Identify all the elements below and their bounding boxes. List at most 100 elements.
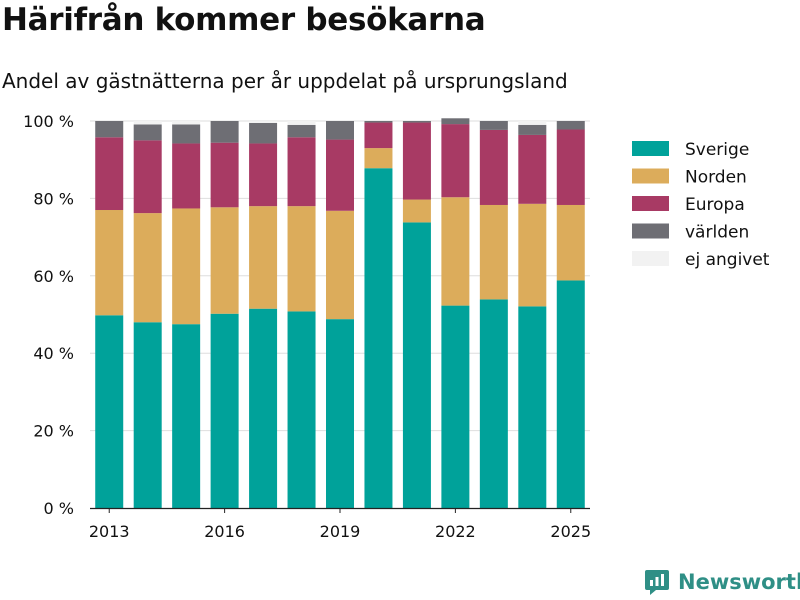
x-tick-label: 2022 [435, 522, 476, 541]
bar-segment-världen [441, 118, 470, 125]
bar-stack-2015 [172, 121, 201, 508]
legend-swatch [632, 196, 669, 211]
bar-segment-Europa [210, 142, 239, 208]
legend-swatch [632, 141, 669, 156]
bar-stack-2013 [95, 121, 124, 508]
bars [95, 118, 585, 509]
bar-segment-Sverige [479, 299, 508, 508]
bar-stack-2024 [518, 121, 547, 508]
bar-segment-Sverige [326, 319, 354, 508]
bar-segment-Sverige [364, 168, 393, 509]
bar-segment-Norden [210, 207, 239, 314]
bar-segment-ej-angivet [287, 121, 316, 125]
bar-segment-världen [172, 124, 201, 144]
bar-segment-Sverige [210, 313, 239, 508]
bar-segment-Europa [249, 143, 278, 207]
legend-label: Europa [685, 195, 745, 215]
bar-segment-Sverige [133, 322, 162, 508]
bar-segment-Norden [133, 213, 162, 323]
bar-segment-Norden [95, 210, 124, 316]
bar-segment-Sverige [287, 311, 316, 508]
bar-segment-Europa [287, 137, 316, 207]
bar-segment-världen [479, 121, 508, 130]
bar-segment-Sverige [249, 308, 278, 508]
bar-stack-2025 [556, 121, 585, 508]
y-tick-label: 80 % [33, 189, 74, 208]
legend-label: ej angivet [685, 250, 770, 270]
bar-segment-världen [364, 121, 393, 123]
legend-swatch [632, 223, 669, 239]
x-tick-labels: 2013 2016 2019 2022 2025 [89, 508, 591, 541]
bar-segment-Sverige [402, 222, 431, 509]
chart-title: Härifrån kommer besökarna [2, 2, 486, 38]
bar-segment-Europa [441, 124, 470, 198]
bar-segment-Norden [479, 204, 508, 300]
bar-segment-Norden [364, 148, 393, 169]
bar-segment-Norden [441, 197, 470, 306]
bar-segment-Norden [287, 206, 316, 312]
legend-label: Norden [685, 168, 747, 188]
bar-segment-Sverige [518, 306, 547, 508]
bar-segment-världen [402, 121, 431, 123]
y-tick-label: 60 % [33, 267, 74, 286]
bar-stack-2018 [287, 121, 316, 508]
bar-stack-2020 [364, 121, 393, 509]
bar-segment-Sverige [95, 315, 124, 508]
bar-segment-Europa [95, 137, 124, 211]
x-tick-label: 2025 [550, 522, 591, 541]
brand-name: Newsworthy [678, 570, 800, 594]
legend-swatch [632, 168, 669, 184]
bar-stack-2021 [402, 121, 431, 509]
bar-segment-världen [326, 121, 354, 140]
y-tick-labels: 0 % 20 % 40 % 60 % 80 % 100 % [23, 112, 74, 518]
bar-segment-Norden [518, 203, 547, 307]
brand-logo: Newsworthy [644, 568, 800, 596]
bar-segment-ej-angivet [518, 121, 547, 125]
bar-stack-2022 [441, 118, 470, 508]
x-tick-label: 2013 [89, 522, 130, 541]
bar-segment-världen [287, 124, 316, 138]
bar-segment-Norden [556, 204, 585, 281]
bar-stack-2023 [479, 121, 508, 508]
bar-segment-Europa [556, 129, 585, 205]
legend-label: Sverige [685, 140, 749, 160]
bar-segment-Norden [172, 208, 201, 325]
bar-segment-Norden [326, 210, 354, 320]
bar-stack-2014 [133, 121, 162, 508]
bar-segment-världen [556, 121, 585, 130]
bar-stack-2017 [249, 121, 278, 508]
bar-segment-Sverige [172, 324, 201, 508]
bar-segment-Europa [326, 139, 354, 211]
bar-segment-världen [95, 121, 124, 138]
bar-segment-Europa [402, 122, 431, 200]
y-tick-label: 0 % [44, 499, 74, 518]
bar-segment-Europa [518, 134, 547, 204]
bar-segment-ej-angivet [172, 121, 201, 125]
legend-swatch [632, 251, 669, 266]
newsworthy-logo-icon [645, 570, 669, 595]
bar-stack-2019 [326, 121, 354, 508]
bar-segment-Sverige [556, 280, 585, 508]
bar-segment-världen [210, 121, 239, 143]
bar-stack-2016 [210, 121, 239, 508]
x-tick-label: 2016 [204, 522, 245, 541]
bar-segment-Europa [133, 140, 162, 214]
bar-segment-Europa [172, 143, 201, 209]
bar-segment-Norden [249, 206, 278, 309]
y-tick-label: 20 % [33, 422, 74, 441]
bar-segment-världen [518, 124, 547, 135]
bar-segment-världen [249, 122, 278, 144]
bar-segment-ej-angivet [249, 121, 278, 123]
bar-segment-Sverige [441, 305, 470, 508]
bar-segment-ej-angivet [133, 121, 162, 125]
bar-segment-Europa [364, 122, 393, 149]
bar-segment-världen [133, 124, 162, 141]
bar-segment-Europa [479, 129, 508, 205]
y-tick-label: 40 % [33, 344, 74, 363]
bar-segment-Norden [402, 199, 431, 223]
chart-subtitle: Andel av gästnätterna per år uppdelat på… [2, 69, 568, 93]
legend: Sverige Norden Europa världen ej angivet [632, 140, 770, 270]
legend-label: världen [685, 223, 749, 243]
x-tick-label: 2019 [320, 522, 361, 541]
